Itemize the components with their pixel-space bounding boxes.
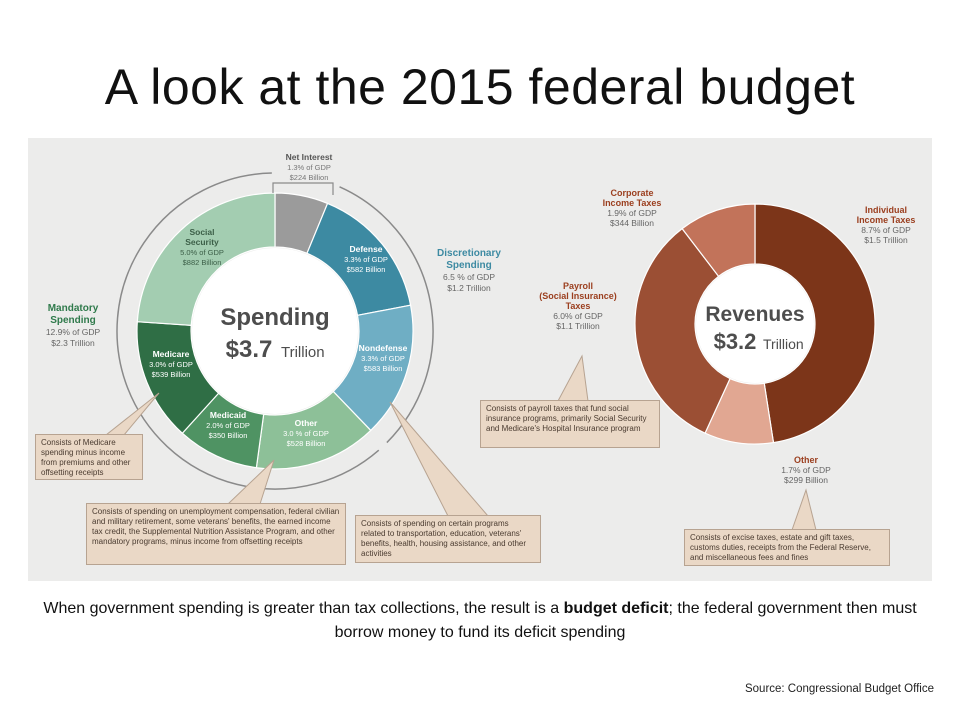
spending-label-medicare-amount: $539 Billion (152, 370, 191, 379)
mandatory-label: Spending (50, 315, 96, 326)
discretionary-bracket (339, 186, 434, 444)
revenue-label-other-amount: $299 Billion (784, 475, 828, 485)
spending-label-social-security-pct: 5.0% of GDP (180, 248, 224, 257)
spending-label-net-interest-amount: $224 Billion (290, 173, 329, 182)
spending-center-unit: Trillion (281, 344, 325, 361)
revenue-label-corporate-income-taxes: Corporate (610, 188, 653, 198)
revenue-slice-corporate-income-taxes (681, 203, 756, 278)
mandatory-amount: $2.3 Trillion (51, 338, 95, 348)
revenue-center-amount: $3.2 (714, 329, 757, 354)
spending-label-medicaid-amount: $350 Billion (209, 431, 248, 440)
nondefense-note: Consists of spending on certain programs… (355, 515, 541, 563)
revenue-label-individual-income-taxes: Income Taxes (857, 215, 916, 225)
spending-label-medicaid: Medicaid (210, 410, 246, 420)
spending-label-social-security: Social (189, 227, 214, 237)
spending-label-defense: Defense (349, 244, 382, 254)
revenue-label-corporate-income-taxes-amount: $344 Billion (610, 218, 654, 228)
discretionary-amount: $1.2 Trillion (447, 283, 491, 293)
spending-label-nondefense-amount: $583 Billion (364, 364, 403, 373)
spending-label-social-security: Security (185, 237, 219, 247)
revenue-label-payroll-social-insurance-taxes: Payroll (563, 281, 593, 291)
revenue-label-other: Other (794, 455, 819, 465)
revenue-label-payroll-social-insurance-taxes-amount: $1.1 Trillion (556, 321, 600, 331)
spending-center-title: Spending (220, 304, 329, 331)
revenue-center-unit: Trillion (763, 336, 804, 352)
spending-label-defense-amount: $582 Billion (347, 265, 386, 274)
revenue-label-other-pct: 1.7% of GDP (781, 465, 831, 475)
revenue-slice-payroll-social-insurance-taxes (634, 227, 731, 434)
mandatory-bracket (116, 172, 380, 490)
revenue-label-payroll-social-insurance-taxes: Taxes (566, 301, 591, 311)
spending-label-medicare-pct: 3.0% of GDP (149, 360, 193, 369)
revenue-hole (696, 265, 814, 383)
payroll-pointer (557, 354, 589, 402)
caption: When government spending is greater than… (43, 600, 917, 641)
revenue-label-individual-income-taxes-amount: $1.5 Trillion (864, 235, 908, 245)
spending-center-amount: $3.7 (226, 336, 273, 363)
spending-label-other-amount: $528 Billion (287, 439, 326, 448)
spending-hole (192, 248, 358, 414)
other-revenue-note: Consists of excise taxes, estate and gif… (684, 529, 890, 566)
discretionary-pct: 6.5 % of GDP (443, 272, 495, 282)
mandatory-label: Mandatory (48, 303, 99, 314)
spending-label-other: Other (295, 418, 318, 428)
other-mandatory-note: Consists of spending on unemployment com… (86, 503, 346, 565)
nondefense-pointer (389, 401, 490, 517)
budget-infographic: Spending $3.7 Trillion Net Interest 1.3% of … (28, 138, 932, 581)
revenue-center-title: Revenues (705, 303, 804, 326)
payroll-note: Consists of payroll taxes that fund soci… (480, 400, 660, 448)
spending-label-nondefense-pct: 3.3% of GDP (361, 354, 405, 363)
spending-slice-social-security (136, 192, 276, 326)
other-revenue-pointer (791, 488, 817, 531)
spending-label-other-pct: 3.0 % of GDP (283, 429, 329, 438)
caption-bold: budget deficit (563, 600, 669, 617)
revenue-label-corporate-income-taxes-pct: 1.9% of GDP (607, 208, 657, 218)
spending-label-nondefense: Nondefense (359, 343, 408, 353)
spending-label-social-security-amount: $882 Billion (183, 258, 222, 267)
discretionary-label: Discretionary (437, 248, 501, 259)
spending-label-medicaid-pct: 2.0% of GDP (206, 421, 250, 430)
slide-title: A look at the 2015 federal budget (104, 59, 856, 115)
spending-label-net-interest: Net Interest (286, 152, 333, 162)
revenue-label-payroll-social-insurance-taxes-pct: 6.0% of GDP (553, 311, 603, 321)
spending-label-net-interest-pct: 1.3% of GDP (287, 163, 331, 172)
source-note: Source: Congressional Budget Office (744, 683, 934, 695)
revenue-label-corporate-income-taxes: Income Taxes (603, 198, 662, 208)
spending-label-defense-pct: 3.3% of GDP (344, 255, 388, 264)
revenue-label-individual-income-taxes-pct: 8.7% of GDP (861, 225, 911, 235)
revenue-slice-individual-income-taxes (754, 203, 876, 444)
mandatory-pct: 12.9% of GDP (46, 327, 101, 337)
revenue-label-payroll-social-insurance-taxes: (Social Insurance) (539, 291, 617, 301)
medicare-note: Consists of Medicare spending minus inco… (35, 434, 143, 480)
net-interest-bracket (272, 182, 334, 195)
spending-label-medicare: Medicare (153, 349, 190, 359)
revenue-label-individual-income-taxes: Individual (865, 205, 907, 215)
discretionary-label: Spending (446, 260, 492, 271)
